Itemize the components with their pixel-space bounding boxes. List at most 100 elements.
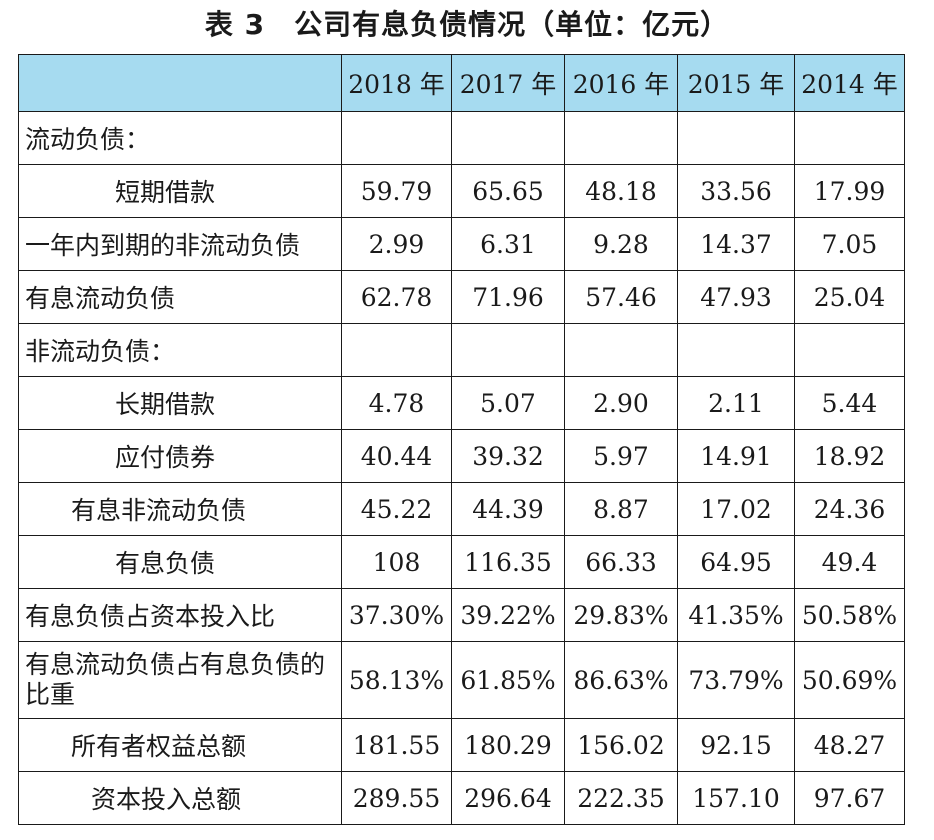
table-cell: 5.97 [564,429,678,483]
row-label: 长期借款 [18,376,342,430]
table-cell: 64.95 [677,535,795,589]
table-cell [677,111,795,165]
table-cell: 25.04 [794,270,905,324]
table-cell: 9.28 [564,217,678,271]
header-cell: 2018 年 [341,54,452,112]
table-cell [564,111,678,165]
row-label: 有息流动负债占有息负债的比重 [18,641,342,719]
table-cell: 50.58% [794,588,905,642]
table-cell: 24.36 [794,482,905,536]
table-cell: 222.35 [564,771,678,825]
table-cell: 14.91 [677,429,795,483]
table-cell: 2.99 [341,217,452,271]
table-cell: 65.65 [451,164,565,218]
table-cell: 58.13% [341,641,452,719]
table-cell: 48.27 [794,718,905,772]
table-cell [451,111,565,165]
table-cell: 73.79% [677,641,795,719]
table-cell [677,323,795,377]
row-label: 所有者权益总额 [18,718,342,772]
row-label: 应付债券 [18,429,342,483]
table-cell: 44.39 [451,482,565,536]
table-cell: 289.55 [341,771,452,825]
table-row: 有息非流动负债 45.22 44.39 8.87 17.02 24.36 [18,482,905,536]
table-cell: 8.87 [564,482,678,536]
table-cell: 156.02 [564,718,678,772]
table-cell: 2.11 [677,376,795,430]
row-label: 有息非流动负债 [18,482,342,536]
table-cell [341,323,452,377]
table-row: 短期借款 59.79 65.65 48.18 33.56 17.99 [18,164,905,218]
table-cell: 61.85% [451,641,565,719]
table-cell: 86.63% [564,641,678,719]
header-cell: 2015 年 [677,54,795,112]
table-row: 资本投入总额 289.55 296.64 222.35 157.10 97.67 [18,771,905,825]
table-cell: 157.10 [677,771,795,825]
table-cell: 4.78 [341,376,452,430]
row-label: 非流动负债： [18,323,342,377]
table-cell: 40.44 [341,429,452,483]
table-cell [794,111,905,165]
table-cell: 2.90 [564,376,678,430]
table-cell: 17.99 [794,164,905,218]
table-cell: 29.83% [564,588,678,642]
table-cell: 14.37 [677,217,795,271]
table-cell [564,323,678,377]
table-title: 表 3 公司有息负债情况（单位：亿元） [204,8,730,41]
table-cell: 33.56 [677,164,795,218]
header-cell: 2014 年 [794,54,905,112]
table-row: 有息流动负债占有息负债的比重 58.13% 61.85% 86.63% 73.7… [18,641,905,719]
table-cell: 17.02 [677,482,795,536]
row-label: 一年内到期的非流动负债 [18,217,342,271]
table-row: 应付债券 40.44 39.32 5.97 14.91 18.92 [18,429,905,483]
table-cell: 37.30% [341,588,452,642]
header-cell [18,54,342,112]
table-cell: 47.93 [677,270,795,324]
table-cell: 180.29 [451,718,565,772]
header-cell: 2017 年 [451,54,565,112]
table-cell: 45.22 [341,482,452,536]
header-row: 2018 年 2017 年 2016 年 2015 年 2014 年 [18,54,905,112]
table-cell: 116.35 [451,535,565,589]
table-cell: 59.79 [341,164,452,218]
table-cell [451,323,565,377]
table-cell: 39.22% [451,588,565,642]
row-label: 有息流动负债 [18,270,342,324]
row-label: 有息负债 [18,535,342,589]
table-cell: 7.05 [794,217,905,271]
table-cell: 108 [341,535,452,589]
table-row: 长期借款 4.78 5.07 2.90 2.11 5.44 [18,376,905,430]
table-cell: 18.92 [794,429,905,483]
row-label: 短期借款 [18,164,342,218]
row-label: 流动负债： [18,111,342,165]
table-cell: 5.07 [451,376,565,430]
header-cell: 2016 年 [564,54,678,112]
table-cell: 296.64 [451,771,565,825]
row-label: 有息负债占资本投入比 [18,588,342,642]
table-cell: 71.96 [451,270,565,324]
table-cell: 39.32 [451,429,565,483]
table-row: 所有者权益总额 181.55 180.29 156.02 92.15 48.27 [18,718,905,772]
table-cell: 62.78 [341,270,452,324]
table-row: 流动负债： [18,111,905,165]
table-cell: 5.44 [794,376,905,430]
table-cell: 49.4 [794,535,905,589]
table-cell: 181.55 [341,718,452,772]
table-row: 非流动负债： [18,323,905,377]
table-row: 有息流动负债 62.78 71.96 57.46 47.93 25.04 [18,270,905,324]
row-label: 资本投入总额 [18,771,342,825]
liabilities-table: 2018 年 2017 年 2016 年 2015 年 2014 年 流动负债：… [18,54,905,825]
table-cell: 48.18 [564,164,678,218]
table-cell: 57.46 [564,270,678,324]
table-cell [794,323,905,377]
table-cell: 66.33 [564,535,678,589]
table-row: 一年内到期的非流动负债 2.99 6.31 9.28 14.37 7.05 [18,217,905,271]
table-cell: 92.15 [677,718,795,772]
table-row: 有息负债 108 116.35 66.33 64.95 49.4 [18,535,905,589]
table-cell: 41.35% [677,588,795,642]
table-row: 有息负债占资本投入比 37.30% 39.22% 29.83% 41.35% 5… [18,588,905,642]
table-cell [341,111,452,165]
table-cell: 6.31 [451,217,565,271]
table-cell: 50.69% [794,641,905,719]
table-cell: 97.67 [794,771,905,825]
